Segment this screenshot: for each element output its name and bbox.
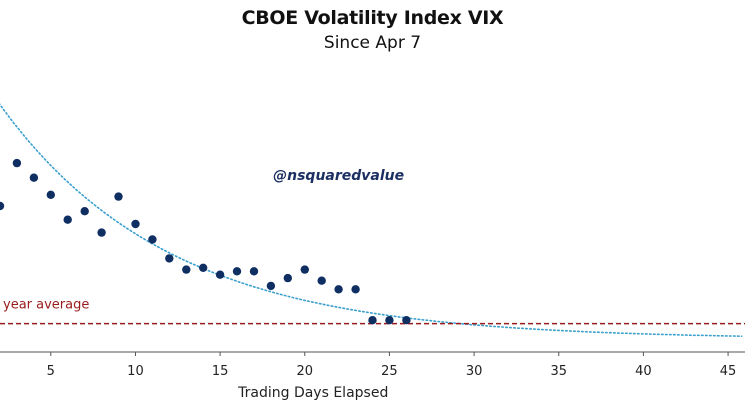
- data-point: [131, 219, 140, 229]
- data-point: [300, 265, 309, 274]
- data-point: [385, 316, 394, 325]
- data-point: [199, 263, 208, 272]
- data-point: [148, 235, 157, 244]
- data-point: [12, 158, 22, 168]
- data-point: [351, 285, 360, 294]
- data-point: [80, 207, 89, 216]
- data-point: [114, 192, 123, 201]
- x-tick-label: 20: [296, 364, 313, 379]
- x-tick-label: 5: [47, 364, 55, 379]
- x-axis-label: Trading Days Elapsed: [237, 385, 388, 401]
- data-point: [317, 276, 326, 285]
- x-tick-label: 30: [466, 364, 483, 379]
- x-tick-label: 15: [212, 364, 229, 379]
- data-point: [182, 265, 191, 274]
- data-point: [368, 316, 377, 325]
- x-tick-label: 35: [550, 364, 567, 379]
- data-point: [402, 316, 411, 325]
- year-average-label: year average: [3, 298, 89, 313]
- data-point: [283, 273, 292, 283]
- x-tick-label: 45: [720, 364, 737, 379]
- trendline: [0, 103, 743, 337]
- data-point: [46, 190, 55, 199]
- data-point: [232, 267, 242, 276]
- data-point: [249, 267, 259, 276]
- x-tick-label: 40: [635, 364, 652, 379]
- watermark-annotation: @nsquaredvalue: [273, 168, 404, 184]
- data-point: [0, 201, 5, 211]
- chart-subtitle: Since Apr 7: [323, 33, 422, 53]
- data-point: [97, 228, 106, 237]
- x-tick-label: 10: [127, 364, 144, 379]
- x-tick-label: 25: [381, 364, 398, 379]
- data-point: [29, 173, 39, 182]
- data-point: [63, 215, 72, 224]
- chart-title: CBOE Volatility Index VIX: [241, 7, 504, 29]
- data-point: [215, 270, 225, 279]
- data-point: [266, 281, 276, 291]
- data-point: [165, 254, 174, 263]
- data-point: [334, 285, 343, 294]
